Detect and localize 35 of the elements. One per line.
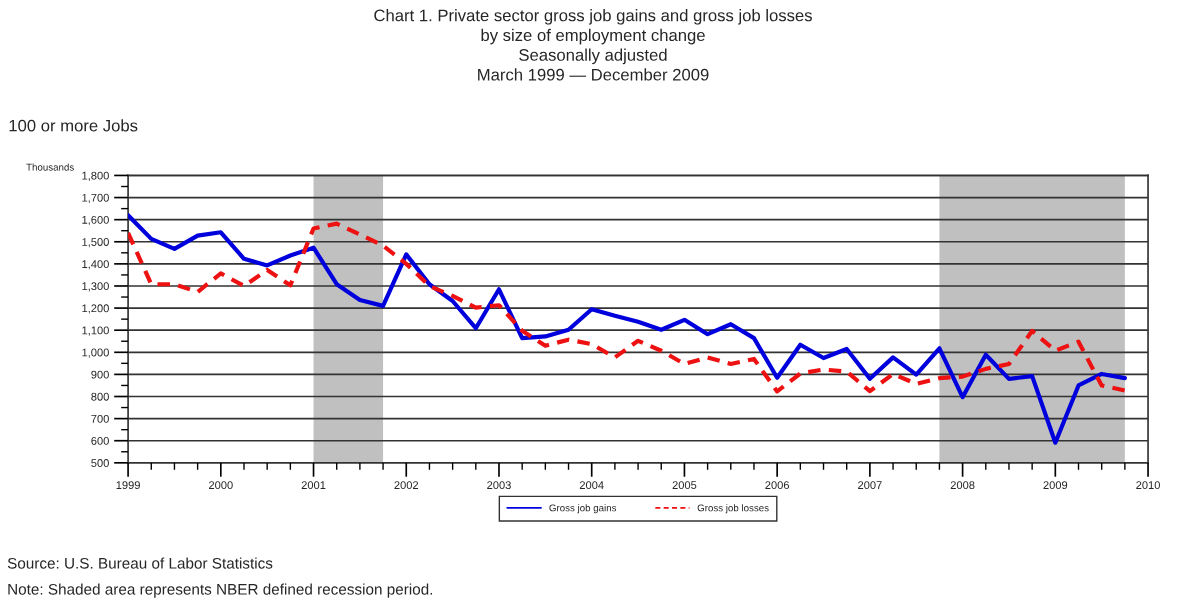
- x-tick-label: 2008: [950, 481, 975, 490]
- y-tick-label: 1,200: [82, 304, 109, 314]
- x-tick-label: 2003: [487, 481, 511, 490]
- legend-label: Gross job gains: [549, 504, 617, 514]
- x-tick-label: 1999: [116, 481, 140, 490]
- y-tick-label: 1,100: [82, 326, 109, 336]
- y-tick-label: 500: [91, 459, 109, 467]
- x-tick-label: 2005: [672, 481, 697, 490]
- y-tick-label: 600: [91, 436, 109, 445]
- x-tick-label: 2001: [301, 481, 326, 490]
- y-tick-label: 800: [91, 392, 109, 401]
- text: Note: Shaded area represents NBER defined recession period.: [8, 583, 433, 598]
- x-tick-label: 2010: [1136, 481, 1160, 490]
- source-note: Source: U.S. Bureau of Labor Statistics: [7, 557, 273, 569]
- line-series: [128, 213, 1127, 445]
- x-tick-label: 2009: [1043, 481, 1068, 490]
- y-tick-label: 1,500: [82, 238, 109, 248]
- legend-label: Gross job losses: [697, 504, 769, 514]
- x-tick-label: 2006: [765, 481, 790, 490]
- x-tick-label: 2002: [394, 481, 419, 490]
- y-tick-label: 1,000: [82, 348, 109, 358]
- y-tick-label: 1,600: [82, 215, 109, 226]
- x-tick-label: 2000: [209, 481, 233, 490]
- x-tick-label: 2004: [579, 481, 604, 490]
- y-tick-label: 1,800: [82, 171, 109, 181]
- y-tick-label: 900: [91, 370, 109, 379]
- x-tick-label: 2007: [858, 481, 882, 490]
- line-series: [128, 221, 1127, 394]
- y-tick-label: 1,700: [82, 193, 109, 203]
- chart-title: Chart 1. Private sector gross job gains and gross job losses by size of employment change Seasonally adjusted March 1999 — December 2009: [374, 9, 812, 81]
- y-tick-label: 1,400: [82, 260, 109, 270]
- y-tick-label: 700: [91, 414, 109, 423]
- chart-subtitle: 100 or more Jobs: [9, 119, 138, 132]
- y-axis-title: Thousands: [26, 163, 74, 171]
- y-tick-label: 1,300: [82, 282, 109, 292]
